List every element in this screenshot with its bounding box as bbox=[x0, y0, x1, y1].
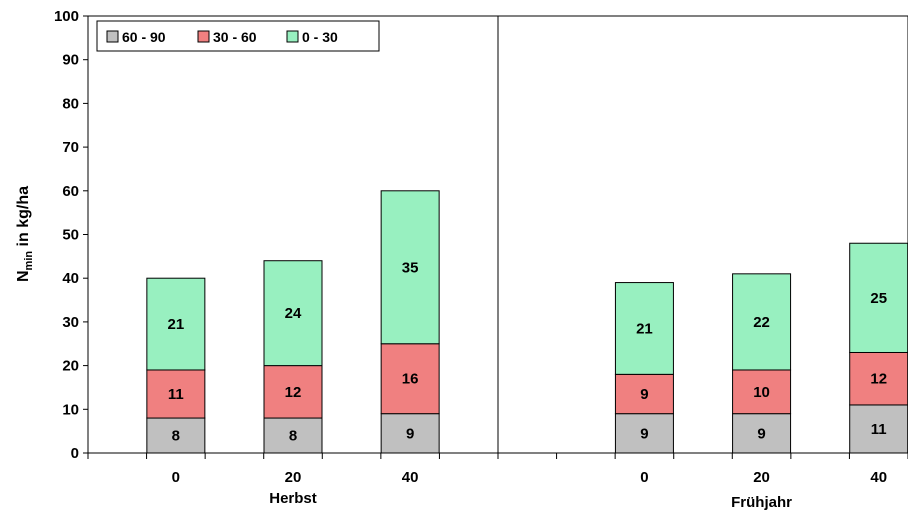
bar-segment bbox=[380, 413, 440, 454]
bar-segment bbox=[380, 343, 440, 415]
data-label: 25 bbox=[870, 290, 887, 307]
data-label: 11 bbox=[168, 386, 184, 403]
y-tick-label: 80 bbox=[62, 95, 79, 112]
bar-segment bbox=[146, 277, 206, 371]
data-label: 8 bbox=[172, 428, 180, 445]
bar-segment bbox=[614, 373, 674, 415]
data-label: 9 bbox=[640, 386, 648, 403]
data-label: 12 bbox=[285, 384, 302, 401]
y-axis-label-suffix: in kg/ha bbox=[15, 186, 32, 251]
bar-segment bbox=[263, 417, 323, 454]
x-tick-label: 0 bbox=[640, 469, 648, 486]
y-axis-label-main: N bbox=[15, 270, 32, 282]
legend-label: 60 - 90 bbox=[122, 29, 166, 45]
bar-segment bbox=[849, 242, 908, 353]
data-label: 11 bbox=[871, 421, 887, 438]
legend-swatch bbox=[106, 30, 119, 43]
data-label: 12 bbox=[870, 371, 887, 388]
x-tick-label: 20 bbox=[753, 469, 770, 486]
data-label: 9 bbox=[640, 425, 648, 442]
y-tick-label: 50 bbox=[62, 227, 79, 244]
data-label: 35 bbox=[402, 259, 419, 276]
data-label: 22 bbox=[753, 314, 770, 331]
y-tick-label: 10 bbox=[62, 401, 79, 418]
legend-swatch bbox=[286, 30, 299, 43]
y-tick-label: 40 bbox=[62, 270, 79, 287]
bar-segment bbox=[614, 282, 674, 375]
bar-segment bbox=[732, 273, 792, 371]
bar-segment bbox=[146, 369, 206, 419]
data-label: 9 bbox=[406, 425, 414, 442]
group-label: Frühjahr bbox=[731, 494, 792, 511]
bar-segment bbox=[263, 365, 323, 419]
data-label: 8 bbox=[289, 428, 297, 445]
data-label: 16 bbox=[402, 371, 419, 388]
data-label: 9 bbox=[757, 425, 765, 442]
y-tick-label: 0 bbox=[71, 445, 79, 462]
y-tick-label: 20 bbox=[62, 358, 79, 375]
data-label: 10 bbox=[753, 384, 770, 401]
bar-segment bbox=[146, 417, 206, 454]
svg-text:Nmin in kg/ha: Nmin in kg/ha bbox=[15, 186, 35, 282]
y-axis-label: Nmin in kg/ha bbox=[15, 186, 35, 282]
legend-swatch bbox=[197, 30, 210, 43]
bar-segment bbox=[263, 260, 323, 367]
data-label: 24 bbox=[285, 305, 302, 322]
bar-segment bbox=[732, 369, 792, 415]
group-label: Herbst bbox=[269, 490, 317, 507]
x-tick-label: 0 bbox=[172, 469, 180, 486]
y-tick-label: 30 bbox=[62, 314, 79, 331]
bar-segment bbox=[732, 413, 792, 454]
x-tick-label: 40 bbox=[870, 469, 887, 486]
data-label: 21 bbox=[636, 320, 653, 337]
legend-label: 0 - 30 bbox=[302, 29, 338, 45]
y-tick-label: 70 bbox=[62, 139, 79, 156]
x-tick-label: 20 bbox=[285, 469, 302, 486]
data-label: 21 bbox=[168, 316, 185, 333]
y-tick-label: 90 bbox=[62, 52, 79, 69]
y-tick-label: 100 bbox=[54, 8, 79, 25]
legend-label: 30 - 60 bbox=[213, 29, 257, 45]
bar-segment bbox=[614, 413, 674, 454]
x-tick-label: 40 bbox=[402, 469, 419, 486]
legend bbox=[96, 20, 380, 52]
bar-segment bbox=[380, 190, 440, 345]
y-axis-label-subscript: min bbox=[23, 251, 35, 271]
y-tick-label: 60 bbox=[62, 183, 79, 200]
bar-segment bbox=[849, 351, 908, 406]
